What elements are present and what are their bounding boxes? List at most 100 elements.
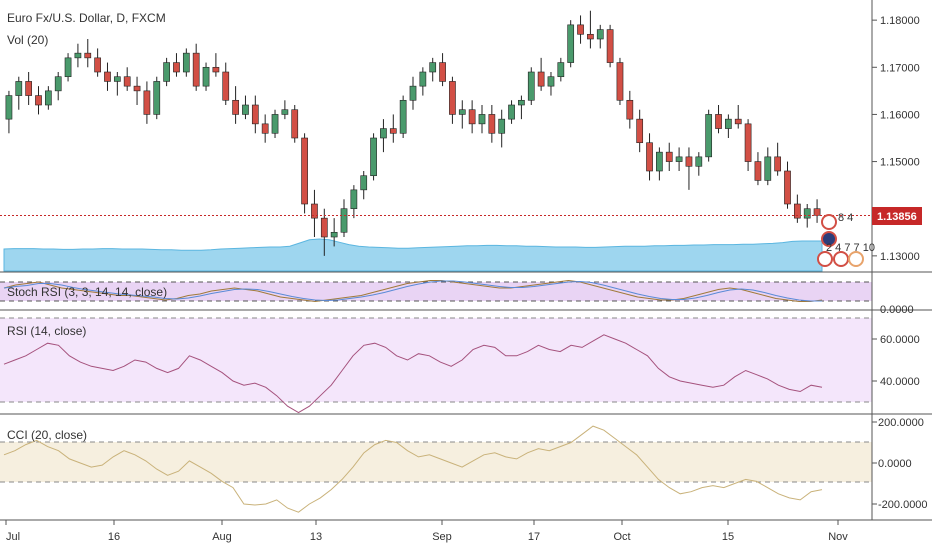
rsi-tick-label: 40.0000 [880, 376, 920, 388]
candle-body [764, 156, 772, 181]
candle-body [123, 76, 131, 87]
candle-body [685, 156, 693, 167]
symbol-title: Euro Fx/U.S. Dollar, D, FXCM [7, 11, 166, 25]
price-tick-label: 1.16000 [880, 109, 920, 121]
candle-body [44, 90, 52, 106]
cci-tick-label: 0.0000 [878, 458, 912, 470]
candle-body [182, 52, 190, 73]
candle-body [744, 123, 752, 162]
candle-body [449, 81, 456, 115]
rsi-axis[interactable]: 60.0000 40.0000 [872, 334, 920, 388]
candle-body [35, 95, 42, 106]
candle-body [74, 52, 82, 59]
stoch-tick-label: 0.0000 [880, 304, 914, 316]
candle-body [596, 29, 604, 40]
candle-body [330, 231, 338, 238]
volume-ma-area [3, 238, 823, 272]
stoch-rsi-band [0, 282, 872, 301]
stoch-rsi-k-line [3, 279, 823, 303]
candle-body [271, 114, 279, 134]
candle-body [518, 99, 525, 106]
candle-body [399, 99, 407, 134]
price-tick-label: 1.13000 [880, 251, 920, 263]
flag-us-icon[interactable] [817, 251, 833, 267]
candle-body [15, 81, 23, 96]
candle-body [537, 71, 545, 87]
candle-body [488, 114, 496, 134]
candle-body [606, 29, 614, 63]
time-tick-label: 17 [528, 531, 540, 543]
candle-body [567, 24, 575, 63]
candle-body [547, 76, 555, 87]
volume-label: Vol (20) [7, 33, 48, 47]
candle-body [25, 81, 32, 96]
candle-body [715, 114, 722, 129]
earnings-icon[interactable] [848, 251, 864, 267]
candle-body [133, 85, 141, 92]
candle-body [222, 71, 230, 101]
time-axis[interactable]: Jul 16 Aug 13 Sep 17 Oct 15 Nov [5, 520, 848, 543]
events-top-count: 8 4 [838, 212, 853, 224]
candle-body [202, 66, 210, 87]
candle-body [212, 66, 220, 73]
price-tag-bg [872, 207, 922, 225]
candle-body [725, 118, 732, 129]
candle-body [281, 109, 289, 115]
candle-body [5, 95, 13, 120]
candle-body [409, 85, 417, 101]
candle-body [389, 128, 397, 134]
price-tick-label: 1.18000 [880, 15, 920, 27]
flag-eu-icon[interactable] [821, 231, 837, 247]
candle-body [104, 71, 111, 82]
stoch-rsi-d-line [3, 280, 822, 302]
candle-body [84, 52, 92, 59]
candle-body [478, 114, 486, 125]
dividend-icon[interactable] [833, 251, 849, 267]
candle-body [784, 170, 791, 205]
economic-event-icon[interactable] [821, 214, 837, 230]
cci-band [0, 442, 872, 482]
events-badge[interactable]: 8 4 2 4 7 7 10 [817, 212, 875, 267]
rsi-label: RSI (14, close) [7, 324, 86, 338]
time-tick-label: 13 [310, 531, 322, 543]
candle-body [113, 76, 121, 82]
candle-body [350, 189, 358, 210]
cci-tick-label: 200.0000 [878, 417, 924, 429]
candle-body [734, 118, 742, 125]
candle-body [311, 203, 318, 219]
candle-body [527, 71, 535, 101]
candle-body [419, 71, 427, 87]
time-tick-label: 15 [722, 531, 734, 543]
price-tag: 1.13856 [877, 211, 917, 223]
candle-body [320, 217, 328, 238]
candle-body [774, 156, 782, 172]
candle-body [616, 62, 624, 101]
price-axis[interactable]: 1.18000 1.17000 1.16000 1.15000 1.13000 [872, 15, 920, 263]
cci-axis[interactable]: 200.0000 0.0000 -200.0000 [872, 417, 928, 511]
stoch-rsi-label: Stoch RSI (3, 3, 14, 14, close) [7, 285, 167, 299]
candle-body [192, 52, 200, 87]
candle-body [429, 62, 437, 73]
time-tick-label: Nov [828, 531, 848, 543]
candle-body [458, 109, 466, 115]
candle-body [675, 156, 683, 162]
rsi-tick-label: 60.0000 [880, 334, 920, 346]
candle-body [557, 62, 565, 78]
time-tick-label: Aug [212, 531, 232, 543]
stoch-axis[interactable]: 0.0000 [880, 304, 914, 316]
candle-body [261, 123, 269, 134]
time-tick-label: 16 [108, 531, 120, 543]
candle-body [370, 137, 377, 177]
candle-body [153, 81, 161, 115]
candle-body [242, 104, 249, 115]
candle-body [439, 62, 446, 82]
candle-body [468, 109, 476, 125]
candles [5, 10, 821, 256]
candle-body [646, 142, 653, 172]
candle-body [587, 33, 594, 40]
candle-body [636, 118, 644, 144]
price-tick-label: 1.15000 [880, 157, 920, 169]
candle-body [173, 62, 180, 73]
candle-body [656, 151, 663, 172]
